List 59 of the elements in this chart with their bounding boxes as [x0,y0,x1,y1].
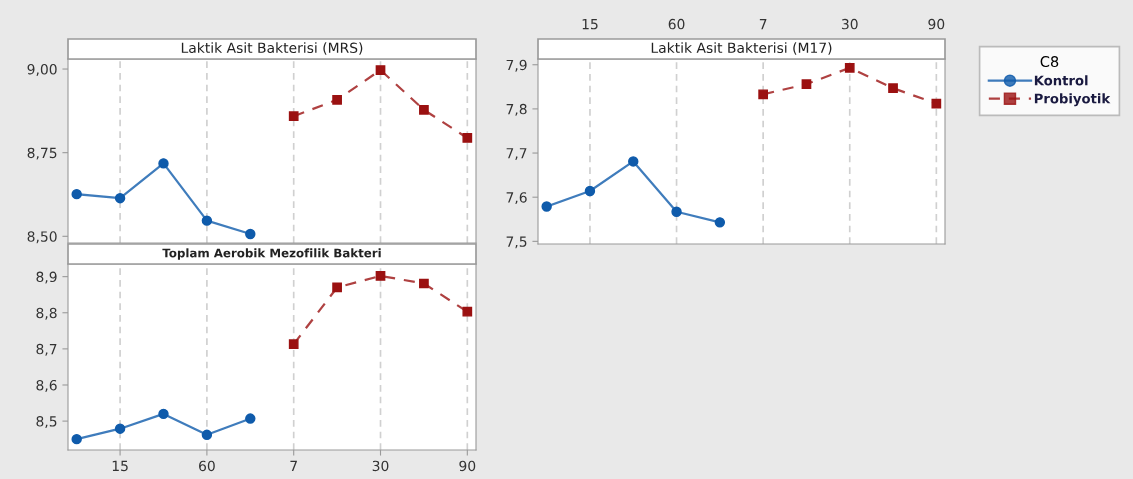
point [288,339,299,350]
point [931,98,942,109]
y-tick-label: 9,00 [27,64,57,76]
point [462,133,473,143]
x-tick-label: 30 [372,460,389,472]
y-tick-label: 7,5 [506,236,527,249]
x-tick-label: 90 [459,460,476,472]
y-tick-label: 7,6 [506,192,527,205]
point [758,89,769,100]
point [844,62,855,73]
point [419,278,429,289]
x-tick-label: 30 [841,18,858,30]
point [245,228,256,240]
point [288,111,299,122]
point [419,104,429,115]
point [332,282,342,293]
point [584,185,596,197]
y-tick-label: 8,7 [36,343,57,356]
point [201,429,213,441]
y-tick-label: 8,9 [36,271,57,284]
legend-label: Kontrol [1034,75,1088,86]
point [375,271,386,281]
point [158,408,169,420]
y-tick-label: 8,5 [36,416,57,428]
point [628,156,639,167]
y-tick-label: 8,75 [27,147,57,160]
point [332,94,342,105]
x-tick-label: 15 [112,460,128,472]
x-tick-label: 60 [668,18,685,30]
point [888,83,898,94]
legend-title: C8 [1040,56,1059,68]
point [201,215,213,226]
x-tick-label: 7 [290,460,297,471]
y-tick-label: 8,6 [36,379,57,392]
y-tick-label: 8,50 [27,231,57,244]
point [71,188,82,200]
y-tick-label: 7,8 [506,103,527,116]
y-tick-label: 7,9 [506,59,527,72]
x-tick-label: 90 [928,18,945,30]
point [462,306,473,317]
y-tick-label: 8,8 [36,307,57,320]
chart-title: Laktik Asit Bakterisi (M17) [651,42,832,55]
point [158,158,169,169]
x-tick-label: 15 [582,19,598,30]
chart-title: Laktik Asit Bakterisi (MRS) [181,42,363,55]
point [801,79,812,90]
point [114,423,126,434]
point [375,65,386,75]
chart-title: Toplam Aerobik Mezofilik Bakteri [162,248,381,260]
y-tick-label: 7,7 [506,148,527,160]
x-tick-label: 7 [759,19,767,30]
point [114,192,126,204]
point [245,413,256,424]
point [671,206,682,217]
point [71,433,82,445]
x-tick-label: 60 [199,460,215,472]
point [714,217,726,228]
legend-label: Probiyotik [1034,93,1111,107]
point [541,201,552,212]
